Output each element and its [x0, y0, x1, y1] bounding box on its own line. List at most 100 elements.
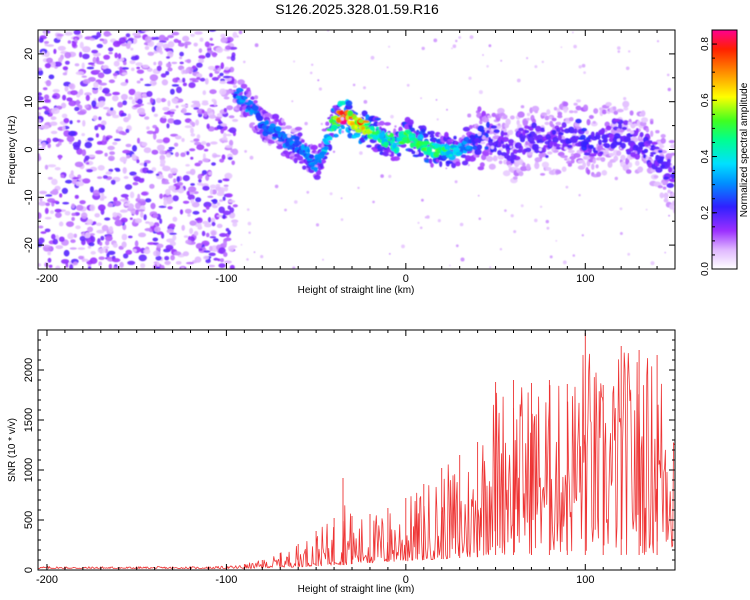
noise-blob: [231, 160, 235, 166]
noise-blob: [71, 41, 77, 48]
noise-blob: [118, 130, 126, 135]
noise-blob: [165, 188, 171, 196]
noise-blob: [82, 79, 91, 84]
ridge-blob: [511, 154, 517, 160]
noise-dot: [619, 147, 622, 149]
ridge-blob: [503, 114, 508, 120]
noise-blob: [81, 149, 87, 157]
ridge-blob: [653, 175, 659, 179]
noise-blob: [223, 252, 228, 257]
noise-blob: [217, 75, 221, 79]
noise-blob: [226, 105, 234, 111]
noise-blob: [138, 232, 147, 238]
noise-blob: [194, 31, 203, 35]
noise-blob: [134, 91, 143, 99]
noise-blob: [46, 44, 54, 47]
noise-blob: [96, 31, 102, 38]
noise-dot: [415, 151, 419, 155]
ridge-blob: [300, 139, 305, 143]
noise-blob: [204, 78, 209, 85]
colorbar-axis: 0.0 0.2 0.4 0.6 0.8: [700, 37, 717, 276]
noise-blob: [120, 93, 128, 101]
noise-dot: [253, 251, 256, 254]
y-tick-label: 1000: [23, 458, 35, 482]
noise-blob: [112, 40, 121, 47]
noise-blob: [211, 230, 217, 236]
noise-blob: [147, 51, 155, 56]
ridge-blob: [573, 110, 578, 114]
noise-blob: [164, 48, 173, 51]
noise-blob: [120, 193, 129, 198]
noise-blob: [82, 46, 91, 53]
ridge-blob: [483, 151, 490, 157]
noise-blob: [206, 123, 210, 130]
noise-blob: [182, 77, 186, 83]
ridge-blob: [490, 125, 498, 129]
ridge-blob: [588, 115, 594, 119]
ridge-blob: [455, 151, 463, 156]
noise-blob: [190, 127, 194, 134]
noise-blob: [75, 204, 84, 211]
noise-blob: [228, 199, 236, 203]
ridge-blob: [524, 130, 530, 134]
noise-blob: [120, 112, 127, 117]
noise-blob: [70, 239, 76, 244]
noise-blob: [122, 100, 127, 106]
noise-blob: [44, 262, 49, 268]
ridge-blob: [255, 112, 262, 120]
noise-blob: [60, 174, 65, 178]
noise-blob: [96, 229, 105, 234]
noise-dot: [478, 90, 483, 95]
ridge-blob: [508, 129, 514, 135]
noise-dot: [388, 174, 392, 178]
noise-dot: [468, 76, 472, 80]
noise-blob: [225, 228, 230, 232]
noise-dot: [498, 160, 503, 165]
noise-blob: [158, 60, 163, 67]
ridge-blob: [310, 144, 318, 151]
noise-blob: [74, 194, 79, 199]
noise-blob: [52, 188, 59, 195]
noise-blob: [103, 54, 110, 60]
ridge-blob: [516, 149, 523, 153]
noise-blob: [171, 84, 180, 87]
noise-dot: [549, 255, 553, 259]
noise-blob: [58, 139, 64, 143]
noise-dot: [284, 208, 287, 212]
noise-blob: [62, 201, 70, 205]
noise-blob: [89, 257, 98, 265]
noise-blob: [225, 89, 234, 94]
noise-blob: [87, 226, 94, 233]
noise-blob: [108, 168, 114, 173]
x-tick-label: -100: [215, 574, 237, 586]
noise-blob: [196, 62, 203, 68]
noise-blob: [143, 214, 147, 221]
y-tick-label: 20: [23, 48, 35, 60]
noise-blob: [38, 112, 41, 116]
ridge-blob: [651, 141, 658, 145]
noise-blob: [195, 119, 200, 126]
noise-blob: [38, 96, 44, 101]
x-tick-label: -200: [36, 574, 58, 586]
noise-blob: [84, 141, 93, 149]
noise-dot: [291, 100, 294, 103]
noise-dot: [539, 205, 543, 208]
ridge-blob: [567, 144, 573, 149]
noise-blob: [115, 168, 121, 172]
noise-blob: [166, 56, 171, 59]
ridge-blob: [638, 141, 646, 147]
noise-blob: [216, 202, 220, 206]
noise-blob: [215, 184, 221, 187]
noise-blob: [220, 62, 224, 70]
ridge-blob: [573, 128, 578, 134]
noise-blob: [153, 133, 157, 140]
noise-blob: [121, 72, 128, 76]
noise-blob: [58, 236, 65, 242]
noise-blob: [199, 77, 206, 82]
noise-dot: [664, 251, 666, 254]
noise-dot: [315, 223, 320, 227]
ridge-blob: [439, 160, 443, 168]
noise-dot: [551, 147, 555, 152]
ridge-blob: [552, 136, 559, 143]
noise-blob: [86, 169, 93, 173]
